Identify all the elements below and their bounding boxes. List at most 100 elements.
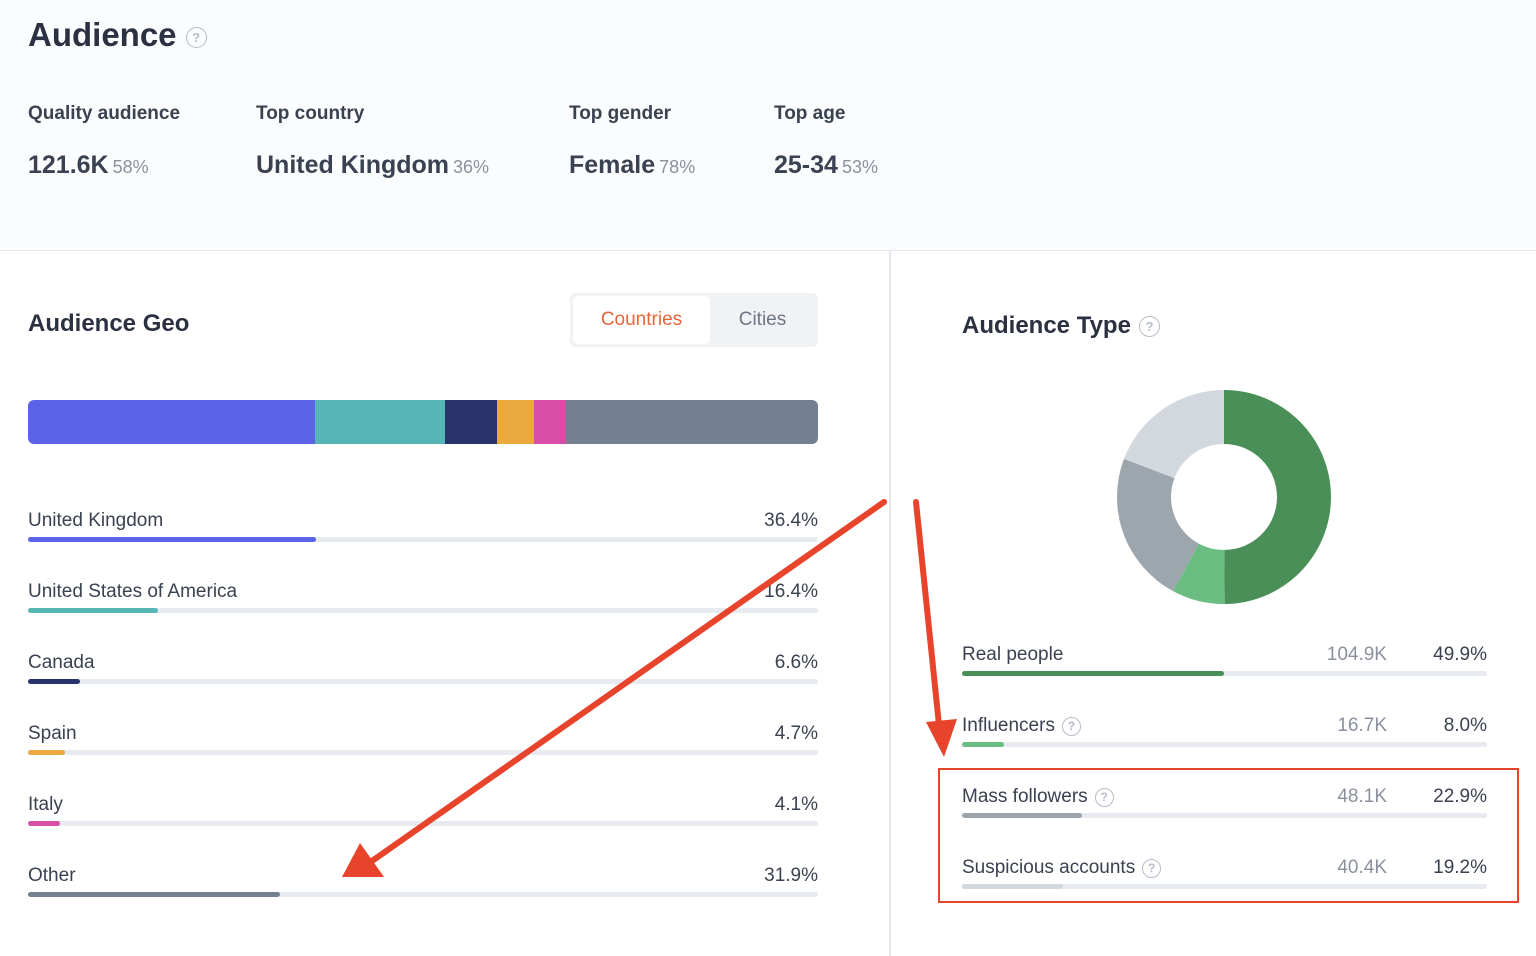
geo-list-item: Other 31.9% bbox=[28, 865, 818, 905]
stat-label: Top country bbox=[256, 103, 365, 124]
help-icon[interactable]: ? bbox=[185, 26, 207, 48]
geo-country-label: Spain bbox=[28, 723, 77, 744]
audience-type-percent: 8.0% bbox=[1443, 715, 1487, 736]
donut-slice bbox=[1173, 543, 1225, 604]
annotation-arrowhead bbox=[926, 719, 957, 757]
stat-label: Quality audience bbox=[28, 103, 181, 124]
audience-type-percent: 19.2% bbox=[1433, 857, 1487, 878]
help-icon[interactable]: ? bbox=[1142, 858, 1162, 878]
geo-list-item: Italy 4.1% bbox=[28, 794, 818, 834]
stat-value: 121.6K bbox=[28, 151, 109, 179]
audience-type-label-text: Real people bbox=[962, 644, 1064, 665]
audience-type-label: Influencers? bbox=[962, 715, 1081, 737]
stat-label: Top gender bbox=[569, 103, 672, 124]
audience-type-count: 48.1K bbox=[1337, 786, 1387, 807]
geo-tab-toggle: Countries Cities bbox=[570, 293, 818, 347]
audience-type-item: Suspicious accounts? 40.4K 19.2% bbox=[962, 857, 1487, 897]
audience-summary: Audience ? Quality audience 121.6K 58% To… bbox=[0, 0, 1536, 251]
geo-percent: 31.9% bbox=[764, 865, 818, 886]
geo-country-label: Other bbox=[28, 865, 76, 886]
progress-track bbox=[28, 892, 818, 897]
progress-fill bbox=[28, 608, 158, 613]
geo-country-label: Italy bbox=[28, 794, 63, 815]
audience-type-count: 104.9K bbox=[1326, 644, 1387, 665]
progress-fill bbox=[962, 671, 1224, 676]
stat-top-age: Top age 25-34 53% bbox=[774, 103, 878, 180]
annotation-arrow-line bbox=[913, 499, 942, 728]
geo-country-label: Canada bbox=[28, 652, 95, 673]
audience-geo-title-text: Audience Geo bbox=[28, 310, 190, 337]
progress-track bbox=[962, 813, 1487, 818]
audience-type-label: Real people bbox=[962, 644, 1063, 666]
progress-fill bbox=[962, 813, 1083, 818]
panel-divider bbox=[889, 251, 891, 956]
geo-stack-segment bbox=[533, 400, 567, 444]
geo-percent: 6.6% bbox=[774, 652, 818, 673]
audience-type-item: Influencers? 16.7K 8.0% bbox=[962, 715, 1487, 755]
audience-type-label: Suspicious accounts? bbox=[962, 857, 1162, 879]
donut-slice bbox=[1117, 458, 1199, 592]
audience-type-donut-chart bbox=[1117, 390, 1331, 604]
stat-top-country: Top country United Kingdom 36% bbox=[256, 103, 489, 180]
progress-track bbox=[28, 679, 818, 684]
tab-cities[interactable]: Cities bbox=[738, 309, 787, 330]
progress-track bbox=[962, 742, 1487, 747]
geo-list-item: United States of America 16.4% bbox=[28, 581, 818, 621]
audience-geo-title: Audience Geo bbox=[28, 310, 189, 338]
stat-percent: 78% bbox=[659, 157, 696, 177]
stat-value: 25-34 bbox=[774, 151, 838, 179]
progress-track bbox=[28, 537, 818, 542]
progress-track bbox=[962, 671, 1487, 676]
geo-stack-segment bbox=[315, 400, 445, 444]
page-title-text: Audience bbox=[28, 16, 177, 53]
audience-type-label-text: Influencers bbox=[962, 715, 1055, 736]
stat-quality-audience: Quality audience 121.6K 58% bbox=[28, 103, 180, 180]
help-icon[interactable]: ? bbox=[1094, 787, 1114, 807]
geo-stack-segment bbox=[496, 400, 534, 444]
audience-type-percent: 49.9% bbox=[1433, 644, 1487, 665]
progress-fill bbox=[28, 821, 61, 826]
stat-value: Female bbox=[569, 151, 656, 179]
stat-percent: 53% bbox=[841, 157, 878, 177]
geo-list-item: Spain 4.7% bbox=[28, 723, 818, 763]
audience-type-item: Mass followers? 48.1K 22.9% bbox=[962, 786, 1487, 826]
audience-type-label-text: Suspicious accounts bbox=[962, 857, 1136, 878]
audience-type-label-text: Mass followers bbox=[962, 786, 1088, 807]
geo-country-label: United Kingdom bbox=[28, 510, 164, 531]
page-title: Audience ? bbox=[28, 16, 207, 54]
geo-percent: 36.4% bbox=[764, 510, 818, 531]
audience-type-title-text: Audience Type bbox=[962, 312, 1131, 339]
tab-countries[interactable]: Countries bbox=[573, 296, 710, 344]
progress-track bbox=[28, 750, 818, 755]
geo-percent: 16.4% bbox=[764, 581, 818, 602]
progress-fill bbox=[962, 742, 1004, 747]
progress-fill bbox=[28, 892, 280, 897]
progress-fill bbox=[28, 679, 81, 684]
stat-value: United Kingdom bbox=[256, 151, 450, 179]
help-icon[interactable]: ? bbox=[1061, 716, 1081, 736]
progress-fill bbox=[962, 884, 1063, 889]
audience-type-title: Audience Type ? bbox=[962, 312, 1160, 340]
geo-list-item: United Kingdom 36.4% bbox=[28, 510, 818, 550]
geo-stack-segment bbox=[444, 400, 497, 444]
stat-top-gender: Top gender Female 78% bbox=[569, 103, 695, 180]
help-icon[interactable]: ? bbox=[1138, 315, 1160, 337]
geo-country-label: United States of America bbox=[28, 581, 238, 602]
geo-stack-segment bbox=[566, 400, 818, 444]
annotation-highlight-box bbox=[938, 768, 1519, 903]
geo-list-item: Canada 6.6% bbox=[28, 652, 818, 692]
geo-percent: 4.1% bbox=[774, 794, 818, 815]
audience-type-count: 16.7K bbox=[1337, 715, 1387, 736]
progress-track bbox=[28, 821, 818, 826]
stat-label: Top age bbox=[774, 103, 846, 124]
geo-percent: 4.7% bbox=[774, 723, 818, 744]
geo-stack-segment bbox=[28, 400, 316, 444]
audience-type-item: Real people 104.9K 49.9% bbox=[962, 644, 1487, 684]
stat-percent: 58% bbox=[112, 157, 149, 177]
stat-percent: 36% bbox=[453, 157, 490, 177]
audience-type-percent: 22.9% bbox=[1433, 786, 1487, 807]
audience-type-count: 40.4K bbox=[1337, 857, 1387, 878]
progress-fill bbox=[28, 537, 316, 542]
progress-fill bbox=[28, 750, 66, 755]
donut-slice bbox=[1124, 390, 1224, 479]
